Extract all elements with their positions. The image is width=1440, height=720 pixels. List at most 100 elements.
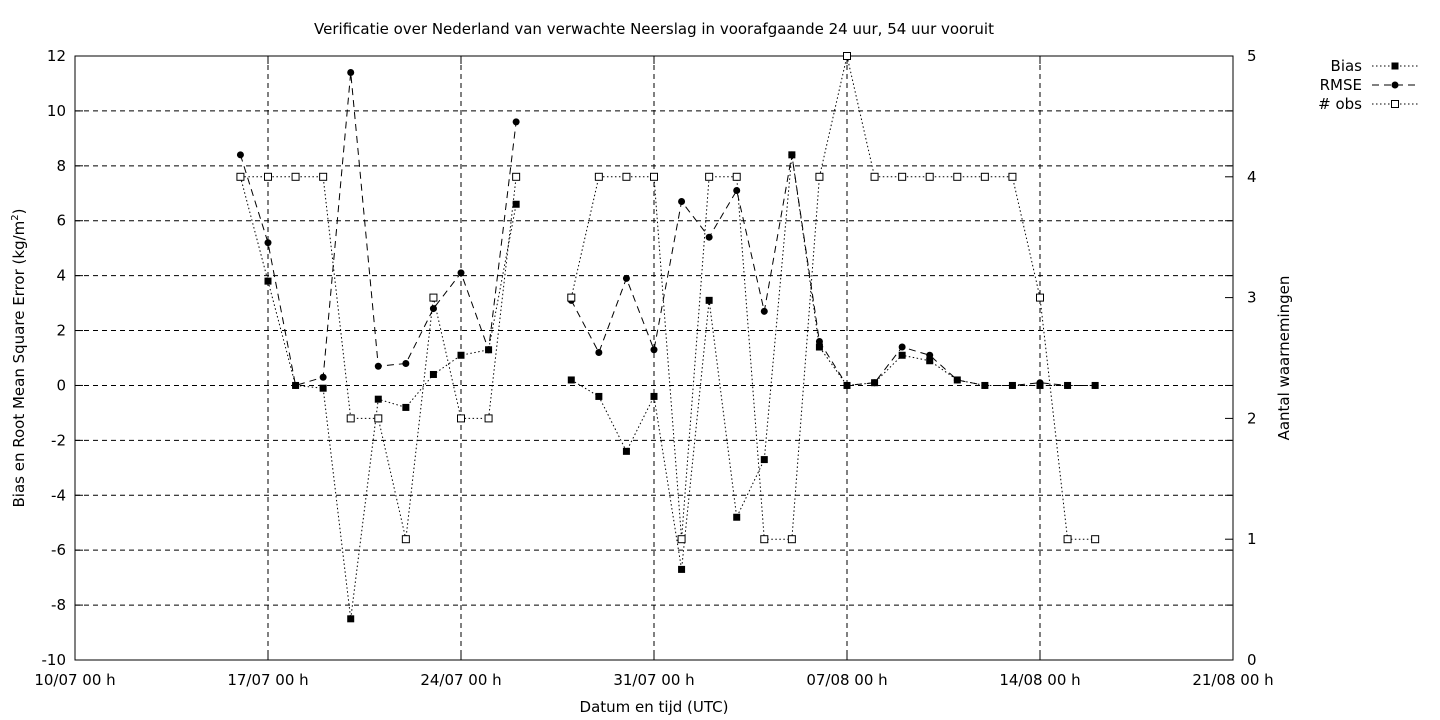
y-tick-label: 10 bbox=[47, 102, 66, 120]
data-point bbox=[346, 414, 355, 423]
data-point bbox=[1008, 172, 1017, 181]
y-tick-label: 2 bbox=[56, 322, 66, 340]
data-point bbox=[264, 239, 272, 247]
data-point bbox=[512, 118, 520, 126]
data-point bbox=[457, 351, 465, 359]
y-tick-label: 4 bbox=[56, 267, 66, 285]
data-point bbox=[429, 293, 438, 302]
x-tick-label: 17/07 00 h bbox=[227, 671, 308, 689]
y2-tick-label: 4 bbox=[1247, 168, 1257, 186]
data-point bbox=[733, 187, 741, 195]
data-point bbox=[264, 172, 272, 181]
y-tick-label: -10 bbox=[42, 651, 67, 669]
y2-tick-label: 3 bbox=[1247, 289, 1257, 307]
data-point bbox=[402, 403, 410, 411]
data-point bbox=[650, 172, 658, 181]
data-point bbox=[264, 277, 272, 285]
series-line bbox=[239, 72, 517, 387]
data-point bbox=[402, 359, 410, 367]
y-tick-label: -6 bbox=[51, 541, 66, 559]
x-tick-label: 10/07 00 h bbox=[34, 671, 115, 689]
series bbox=[236, 52, 1100, 623]
data-point bbox=[374, 395, 382, 403]
legend-marker bbox=[1391, 62, 1399, 70]
data-point bbox=[925, 172, 934, 181]
y-tick-label: -8 bbox=[51, 596, 66, 614]
data-point bbox=[760, 535, 769, 544]
data-point bbox=[595, 349, 603, 357]
data-point bbox=[1091, 535, 1100, 544]
data-point bbox=[871, 379, 879, 387]
chart-title: Verificatie over Nederland van verwachte… bbox=[314, 20, 994, 38]
data-point bbox=[429, 305, 437, 313]
legend-label: Bias bbox=[1331, 57, 1363, 75]
data-point bbox=[512, 172, 521, 181]
data-point bbox=[319, 172, 328, 181]
data-point bbox=[347, 68, 355, 76]
x-tick-label: 21/08 00 h bbox=[1192, 671, 1273, 689]
x-tick-label: 24/07 00 h bbox=[420, 671, 501, 689]
series-line bbox=[571, 154, 1096, 570]
data-point bbox=[953, 172, 962, 181]
data-point bbox=[677, 535, 686, 544]
y-tick-label: 8 bbox=[56, 157, 66, 175]
data-point bbox=[319, 373, 327, 381]
data-point bbox=[1063, 535, 1072, 544]
data-point bbox=[1036, 293, 1044, 302]
data-point bbox=[485, 346, 493, 354]
legend-marker bbox=[1391, 100, 1399, 108]
data-point bbox=[787, 535, 796, 544]
x-axis-label: Datum en tijd (UTC) bbox=[580, 698, 729, 716]
data-point bbox=[291, 172, 300, 181]
data-point bbox=[622, 447, 630, 455]
y-tick-label: -4 bbox=[51, 486, 66, 504]
series-line bbox=[240, 176, 517, 540]
gridlines bbox=[75, 56, 1233, 660]
data-point bbox=[788, 151, 796, 159]
data-point bbox=[981, 381, 989, 389]
data-point bbox=[374, 414, 383, 423]
data-point bbox=[650, 392, 658, 400]
data-point bbox=[484, 414, 493, 423]
data-point bbox=[843, 381, 851, 389]
y-axis-label: Bias en Root Mean Square Error (kg/m2) bbox=[10, 209, 28, 508]
data-point bbox=[347, 615, 355, 623]
series-line bbox=[570, 154, 1096, 386]
data-point bbox=[319, 384, 327, 392]
data-point bbox=[512, 200, 520, 208]
data-point bbox=[705, 172, 714, 181]
data-point bbox=[594, 172, 603, 181]
data-point bbox=[236, 151, 244, 159]
data-point bbox=[815, 338, 823, 346]
data-point bbox=[650, 346, 658, 354]
data-point bbox=[926, 357, 934, 365]
y2-tick-label: 5 bbox=[1247, 47, 1257, 65]
data-point bbox=[815, 172, 824, 181]
data-point bbox=[1091, 381, 1099, 389]
data-point bbox=[705, 233, 713, 241]
data-point bbox=[733, 513, 741, 521]
y2-tick-label: 2 bbox=[1247, 409, 1257, 427]
series-line bbox=[570, 55, 1096, 540]
legend-label: # obs bbox=[1318, 95, 1362, 113]
data-point bbox=[843, 52, 851, 60]
data-point bbox=[1064, 381, 1072, 389]
x-tick-label: 31/07 00 h bbox=[613, 671, 694, 689]
x-tick-label: 07/08 00 h bbox=[806, 671, 887, 689]
data-point bbox=[374, 362, 382, 370]
data-point bbox=[898, 351, 906, 359]
y-tick-label: 6 bbox=[56, 212, 66, 230]
data-point bbox=[567, 376, 575, 384]
data-point bbox=[760, 456, 768, 464]
data-point bbox=[429, 370, 437, 378]
data-point bbox=[953, 376, 961, 384]
y2-tick-label: 1 bbox=[1247, 530, 1257, 548]
y2-axis-label: Aantal waarnemingen bbox=[1275, 276, 1293, 441]
data-point bbox=[870, 172, 879, 181]
series-0 bbox=[236, 151, 1099, 623]
data-point bbox=[401, 535, 410, 544]
data-point bbox=[926, 351, 934, 359]
legend-marker bbox=[1391, 81, 1399, 89]
